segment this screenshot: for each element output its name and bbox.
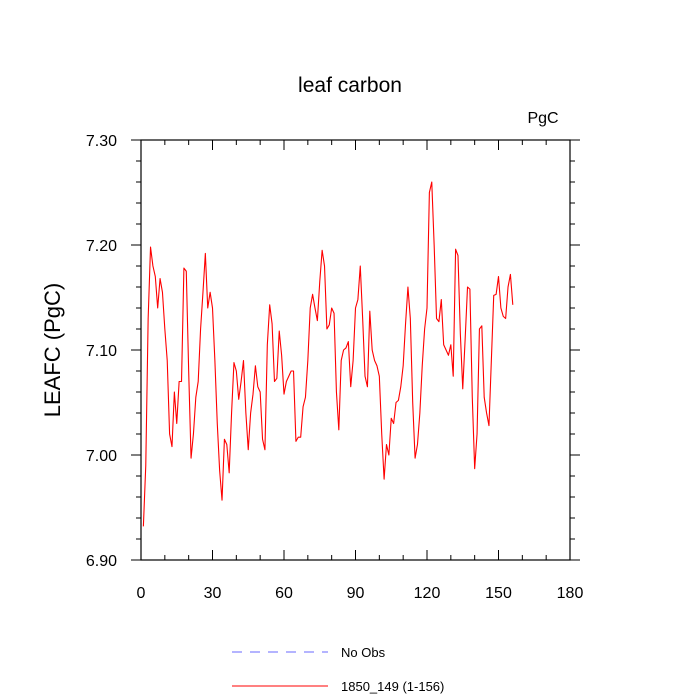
x-tick-label: 0 [137,585,146,602]
legend-label: 1850_149 (1-156) [341,679,444,694]
x-tick-label: 120 [414,585,441,602]
plot-frame [140,139,571,561]
chart-title: leaf carbon [298,74,402,97]
tick-labels: 0 30 60 90 120 150 180 6.90 7.00 7.10 7.20 7.30 [86,133,584,602]
plot-border [140,139,571,561]
y-tick-label: 7.00 [86,448,117,465]
y-tick-label: 7.30 [86,133,117,150]
x-tick-label: 180 [557,585,584,602]
series-line-1850-149-1-156- [142,181,514,527]
x-tick-label: 60 [275,585,293,602]
y-tick-label: 6.90 [86,553,117,570]
legend-label: No Obs [341,645,386,660]
series-layer [142,181,514,527]
y-tick-label: 7.10 [86,343,117,360]
y-tick-label: 7.20 [86,238,117,255]
legend: No Obs 1850_149 (1-156) [232,645,444,694]
units-label: PgC [527,110,558,127]
x-tick-label: 90 [347,585,365,602]
axis-ticks [131,139,580,561]
x-tick-label: 150 [485,585,512,602]
x-tick-label: 30 [204,585,222,602]
y-axis-label: LEAFC (PgC) [40,283,65,417]
